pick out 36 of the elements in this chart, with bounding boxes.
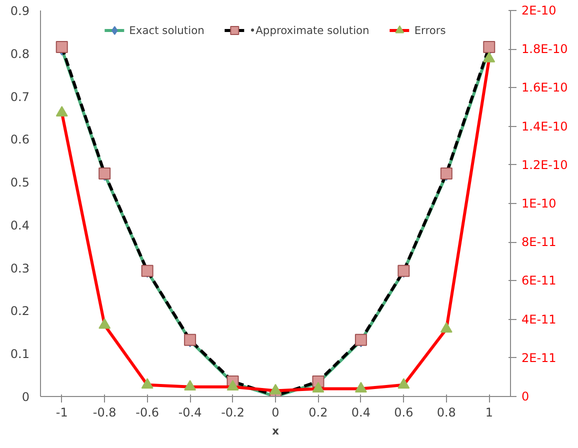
- x-axis-title: x: [272, 424, 280, 438]
- x-tick-label: 0: [272, 406, 280, 420]
- x-tick-label: 0.8: [436, 406, 456, 420]
- x-tick-label: 0.4: [351, 406, 371, 420]
- y2-tick-label: 1.2E-10: [522, 158, 568, 172]
- y-tick-label: 0.3: [10, 261, 30, 276]
- y2-tick-label: 2E-10: [522, 4, 556, 18]
- y2-tick-label: 4E-11: [522, 312, 556, 326]
- x-tick-label: -1: [56, 406, 68, 420]
- legend-label: Exact solution: [129, 24, 204, 36]
- x-tick-label: -0.2: [221, 406, 244, 420]
- y2-tick-label: 6E-11: [522, 274, 556, 288]
- y-tick-label: 0: [22, 390, 30, 404]
- y-tick-label: 0.5: [10, 176, 30, 190]
- x-tick-label: -0.4: [178, 406, 202, 420]
- y-tick-label: 0.9: [10, 4, 30, 18]
- x-tick-label: 1: [485, 406, 493, 420]
- y-tick-label: 0.8: [10, 46, 30, 61]
- y2-tick-label: 0: [522, 390, 530, 404]
- legend-label: Errors: [414, 24, 446, 36]
- legend-label: •Approximate solution: [249, 24, 370, 36]
- x-tick-label: -0.6: [136, 406, 160, 420]
- y-tick-label: 0.2: [10, 304, 30, 318]
- x-tick-label: 0.2: [308, 406, 328, 420]
- y-tick-label: 0.6: [10, 132, 30, 147]
- y2-tick-label: 1.6E-10: [522, 80, 568, 95]
- y2-tick-label: 2E-11: [522, 350, 556, 365]
- y2-tick-label: 1.8E-10: [522, 42, 568, 56]
- y2-tick-label: 8E-11: [522, 235, 556, 250]
- x-tick-label: 0.6: [394, 406, 414, 420]
- y-tick-label: 0.4: [10, 218, 30, 232]
- y-tick-label: 0.7: [10, 90, 30, 104]
- y2-tick-label: 1.4E-10: [522, 119, 568, 134]
- y-tick-label: 0.1: [10, 347, 30, 362]
- y2-tick-label: 1E-10: [522, 196, 556, 210]
- x-tick-label: -0.8: [92, 406, 116, 420]
